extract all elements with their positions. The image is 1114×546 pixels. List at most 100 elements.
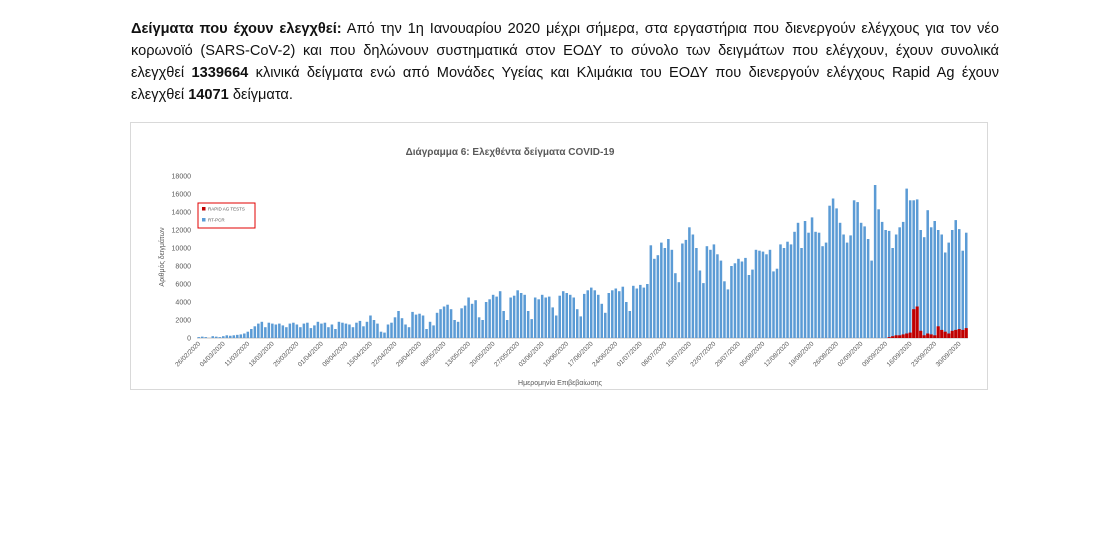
- bar: [330, 324, 334, 338]
- bar: [589, 287, 593, 338]
- bar: [639, 284, 642, 338]
- bar: [211, 336, 215, 338]
- bar: [236, 334, 239, 338]
- y-tick-label: 0: [187, 336, 191, 343]
- bar: [372, 320, 376, 338]
- bar: [817, 232, 821, 338]
- bar: [744, 257, 747, 338]
- bar: [274, 324, 278, 338]
- bar: [957, 329, 961, 338]
- bar: [453, 320, 456, 338]
- bar: [204, 337, 208, 338]
- bar: [516, 290, 519, 338]
- bar: [218, 337, 222, 338]
- y-tick-label: 16000: [172, 192, 192, 199]
- bar: [947, 242, 950, 338]
- bar: [709, 249, 712, 338]
- bar: [751, 269, 754, 338]
- bar: [681, 243, 684, 338]
- bar: [582, 293, 586, 338]
- bar: [369, 315, 372, 338]
- bar: [894, 234, 898, 338]
- bar: [670, 249, 674, 338]
- bar: [912, 309, 916, 338]
- bar: [292, 322, 295, 338]
- bar: [898, 335, 902, 338]
- legend-box: [197, 202, 256, 229]
- bar: [961, 329, 965, 338]
- legend-label: RT-PCR: [208, 218, 225, 223]
- bar: [957, 229, 961, 338]
- bar: [281, 325, 285, 338]
- bar: [677, 282, 681, 338]
- bar: [264, 327, 267, 338]
- bar: [484, 302, 488, 338]
- bar: [887, 230, 891, 338]
- bar: [404, 324, 407, 338]
- bar: [667, 239, 670, 338]
- bar: [684, 239, 688, 338]
- y-tick-label: 2000: [175, 318, 191, 325]
- bar: [561, 291, 565, 338]
- text: Από την 1η Ιανουαρίου 2020 μέχρι σήμερα,…: [131, 21, 999, 81]
- bar: [365, 321, 369, 338]
- bar: [800, 248, 803, 338]
- bar: [467, 297, 470, 338]
- bar: [320, 323, 323, 338]
- bar: [793, 231, 796, 338]
- bar: [568, 294, 572, 338]
- bar: [782, 248, 786, 338]
- bar: [463, 305, 467, 338]
- bar: [845, 242, 849, 338]
- bar: [337, 321, 341, 338]
- bar: [421, 315, 425, 338]
- bar: [558, 295, 561, 338]
- bar: [695, 248, 698, 338]
- bar: [772, 271, 775, 338]
- bar: [316, 321, 320, 338]
- bar: [600, 303, 604, 338]
- bar: [533, 297, 537, 338]
- bar: [814, 231, 817, 338]
- bar: [505, 320, 509, 338]
- bar: [425, 329, 428, 338]
- bar: [786, 241, 789, 338]
- bar: [299, 327, 302, 338]
- bar: [323, 322, 327, 338]
- legend-swatch: [202, 207, 206, 211]
- bar: [225, 335, 229, 338]
- y-tick-label: 6000: [175, 282, 191, 289]
- bar: [579, 316, 583, 338]
- bar: [824, 242, 828, 338]
- bar: [488, 299, 491, 338]
- bar: [726, 289, 730, 338]
- bar: [442, 306, 446, 338]
- bar: [740, 261, 744, 338]
- bar: [943, 331, 947, 338]
- lead: Δείγματα που έχουν ελεγχθεί:: [131, 21, 342, 37]
- bar: [789, 244, 793, 338]
- bar: [936, 326, 940, 338]
- bar: [660, 242, 663, 338]
- bar: [215, 336, 218, 338]
- bar: [278, 323, 281, 338]
- bar: [905, 333, 909, 338]
- chart-title: Διάγραμμα 6: Ελεχθέντα δείγματα COVID-19: [406, 147, 615, 158]
- x-axis-label: Ημερομηνία Επιβεβαίωσης: [518, 379, 603, 387]
- y-tick-label: 18000: [172, 174, 192, 181]
- bar: [470, 303, 474, 338]
- bar: [964, 328, 968, 338]
- bar: [260, 321, 264, 338]
- bar: [554, 315, 558, 338]
- bar: [635, 288, 639, 338]
- bar: [887, 337, 891, 338]
- bar: [768, 249, 772, 338]
- bar: [950, 330, 954, 338]
- bar: [873, 185, 877, 338]
- bar: [943, 252, 947, 338]
- bar: [491, 294, 495, 338]
- number: 1339664: [191, 65, 249, 81]
- bar: [754, 249, 758, 338]
- bar: [414, 314, 418, 338]
- bar: [607, 293, 611, 338]
